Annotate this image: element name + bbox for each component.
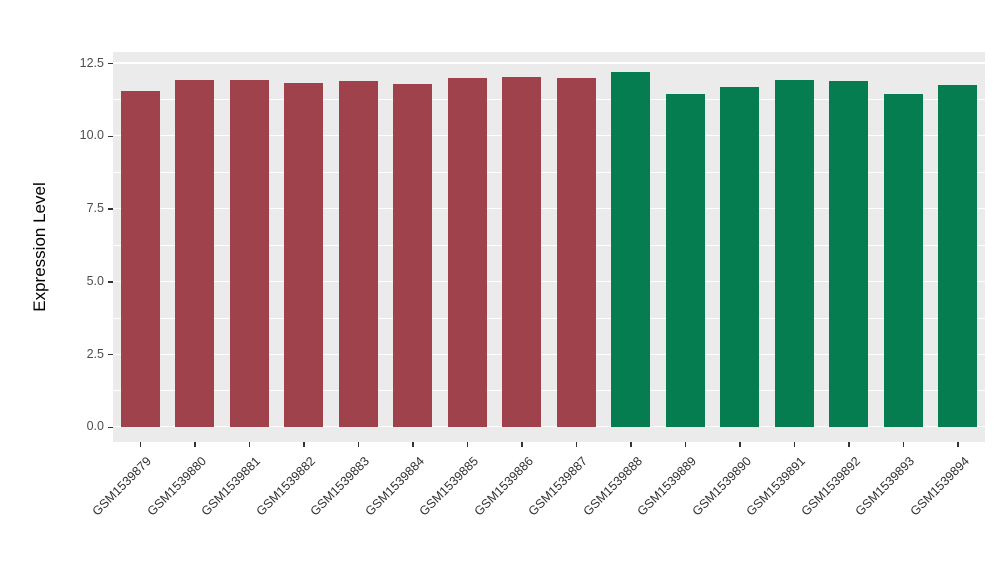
bar [338, 81, 378, 428]
x-tick-mark [957, 442, 959, 447]
major-gridline [113, 207, 985, 210]
plot-panel [113, 52, 985, 442]
minor-gridline [113, 390, 985, 392]
major-gridline [113, 280, 985, 282]
bar [665, 94, 705, 428]
y-tick-label: 10.0 [79, 128, 104, 143]
bar [502, 76, 542, 428]
bar [284, 82, 324, 428]
bar [120, 91, 160, 428]
major-gridline [113, 426, 985, 428]
bar [447, 78, 487, 428]
major-gridline [113, 353, 985, 355]
bar [393, 84, 433, 428]
x-tick-mark [575, 442, 577, 447]
bar [774, 79, 814, 428]
y-tick-mark [108, 135, 113, 138]
x-tick-mark [848, 442, 850, 447]
y-tick-mark [108, 426, 113, 429]
x-tick-mark [521, 442, 523, 447]
x-tick-mark [303, 442, 305, 447]
x-tick-mark [793, 442, 795, 447]
y-tick-mark [108, 62, 113, 65]
y-tick-label: 2.5 [86, 346, 104, 361]
x-tick-mark [466, 442, 468, 447]
x-tick-mark [902, 442, 904, 447]
x-tick-mark [684, 442, 686, 447]
x-tick-mark [248, 442, 250, 447]
bar [720, 86, 760, 428]
x-tick-mark [630, 442, 632, 447]
bar [938, 85, 978, 428]
minor-gridline [113, 317, 985, 319]
y-tick-label: 0.0 [86, 419, 104, 434]
major-gridline [113, 62, 985, 64]
x-tick-mark [412, 442, 414, 447]
y-axis-title-text: Expression Level [30, 182, 49, 312]
x-tick-mark [139, 442, 141, 447]
y-tick-label: 5.0 [86, 273, 104, 288]
bar [829, 81, 869, 428]
x-tick-mark [357, 442, 359, 447]
minor-gridline [113, 99, 985, 101]
bar [229, 79, 269, 428]
bar [556, 78, 596, 428]
minor-gridline [113, 172, 985, 173]
x-tick-mark [194, 442, 196, 447]
bar [611, 72, 651, 428]
bar [883, 94, 923, 428]
y-tick-mark [108, 208, 113, 210]
y-tick-label: 7.5 [86, 201, 104, 216]
y-tick-mark [108, 281, 113, 283]
x-tick-mark [739, 442, 741, 447]
minor-gridline [113, 244, 985, 246]
y-tick-mark [108, 353, 113, 356]
y-tick-label: 12.5 [79, 55, 104, 70]
bar [175, 79, 215, 428]
major-gridline [113, 135, 985, 137]
